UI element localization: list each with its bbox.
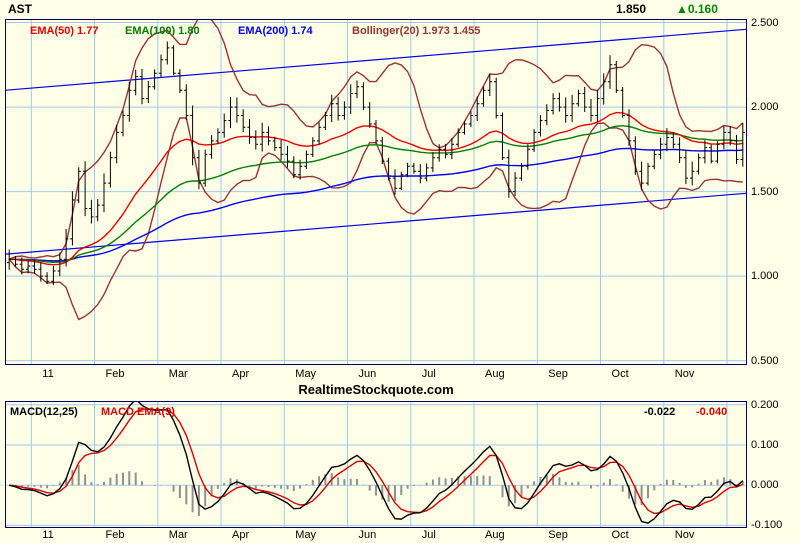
macd-axis-tick: -0.100 <box>751 519 783 532</box>
price-chart-panel: EMA(50) 1.77 EMA(100) 1.80 EMA(200) 1.74… <box>5 19 747 365</box>
month-label: Feb <box>105 368 125 380</box>
legend-ema50: EMA(50) 1.77 <box>30 25 99 37</box>
macd-signal-value: -0.040 <box>696 406 728 418</box>
macd-axis-tick: 0.100 <box>751 439 779 451</box>
price-change: ▲0.160 <box>676 2 718 16</box>
month-label: Mar <box>168 529 188 541</box>
price-axis-tick: 2.500 <box>751 16 779 29</box>
price-axis-tick: 0.500 <box>751 354 779 367</box>
month-label: Jun <box>358 368 377 380</box>
month-label: Oct <box>611 529 629 541</box>
month-label: 11 <box>42 529 54 541</box>
macd-value: -0.022 <box>644 406 676 418</box>
month-label: Sep <box>548 368 568 380</box>
month-label: Apr <box>232 368 250 380</box>
macd-panel: MACD(12,25) MACD EMA(9) -0.022 -0.040 <box>5 401 747 528</box>
macd-axis-tick: 0.200 <box>751 398 779 411</box>
ticker-symbol: AST <box>8 2 32 16</box>
macd-x-axis: 11 Feb Mar Apr May Jun Jul Aug Sep Oct Nov <box>5 529 747 543</box>
price-axis-tick: 1.000 <box>751 270 779 283</box>
month-label: Aug <box>485 529 505 541</box>
month-label: May <box>295 529 317 541</box>
month-label: May <box>295 368 317 380</box>
month-label: 11 <box>42 368 54 380</box>
price-x-axis: 11 Feb Mar Apr May Jun Jul Aug Sep Oct Nov <box>5 368 747 382</box>
month-label: Jun <box>358 529 377 541</box>
month-label: Sep <box>548 529 568 541</box>
month-label: Aug <box>485 368 505 380</box>
macd-axis-tick: 0.000 <box>751 479 779 492</box>
macd-chart-svg <box>6 402 746 527</box>
last-price: 1.850 <box>616 2 647 16</box>
price-axis-tick: 2.000 <box>751 101 779 114</box>
month-label: Nov <box>674 368 695 380</box>
month-label: Feb <box>105 529 125 541</box>
price-chart-svg <box>6 20 746 364</box>
legend-bollinger: Bollinger(20) 1.973 1.455 <box>352 25 481 37</box>
watermark-link[interactable]: RealtimeStockquote.com <box>298 382 454 397</box>
macd-signal-label: MACD EMA(9) <box>101 406 175 418</box>
month-label: Mar <box>168 368 188 380</box>
price-axis-tick: 1.500 <box>751 185 779 198</box>
macd-label: MACD(12,25) <box>10 406 78 418</box>
month-label: Apr <box>232 529 250 541</box>
legend-ema200: EMA(200) 1.74 <box>238 25 313 37</box>
month-label: Jul <box>421 368 436 380</box>
legend-ema100: EMA(100) 1.80 <box>125 25 200 37</box>
month-label: Oct <box>611 368 629 380</box>
month-label: Jul <box>421 529 436 541</box>
month-label: Nov <box>674 529 695 541</box>
